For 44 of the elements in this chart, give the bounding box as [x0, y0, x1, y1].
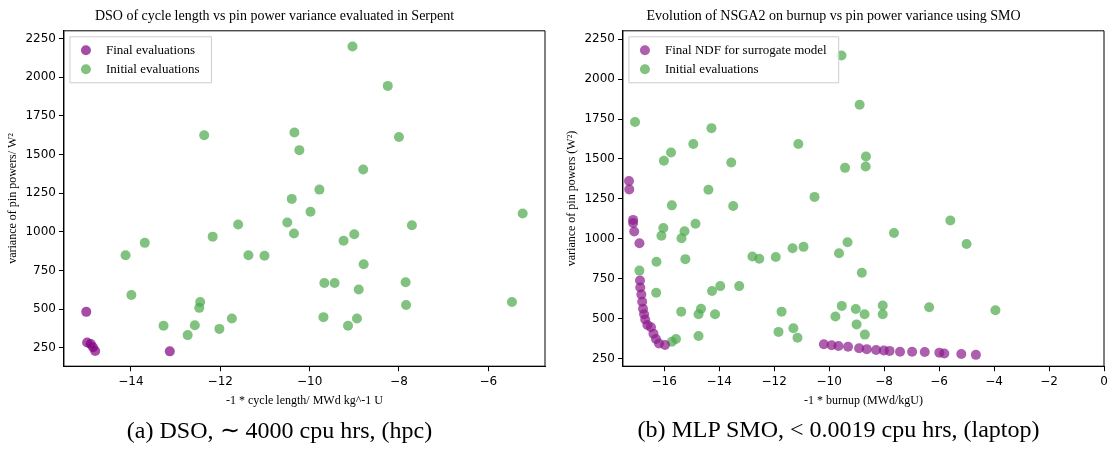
chart-title: DSO of cycle length vs pin power variance evaluated in Serpent — [94, 8, 455, 24]
y-tick-label: 250 — [592, 350, 615, 365]
x-axis-title: -1 * cycle length/ MWd kg^-1 U — [226, 392, 384, 407]
x-tick-label: −10 — [816, 373, 842, 388]
y-tick-label: 500 — [33, 301, 56, 316]
y-tick-label: 2250 — [584, 31, 615, 46]
y-tick-label: 1500 — [584, 151, 615, 166]
text: (b) MLP SMO, < 0.0019 cpu hrs, (laptop) — [636, 416, 1041, 443]
y-tick-label: 1750 — [584, 111, 615, 126]
y-tick-label: 1000 — [584, 230, 615, 245]
x-tick-label: 0 — [1100, 373, 1108, 388]
x-tick-label: −10 — [296, 373, 323, 388]
y-tick-label: 1250 — [25, 185, 56, 200]
y-tick-label: 1250 — [584, 190, 615, 205]
y-tick-label: 1000 — [25, 223, 56, 238]
y-tick-label: 2250 — [25, 30, 56, 45]
chart-title: Evolution of NSGA2 on burnup vs pin power variance using SMO — [646, 8, 1021, 24]
x-tick-label: −8 — [390, 373, 408, 388]
y-axis-title: variance of pin powers/ W² — [5, 132, 20, 264]
x-tick-label: −14 — [118, 373, 144, 388]
y-tick-label: 1500 — [25, 146, 56, 161]
x-tick-label: −14 — [706, 373, 732, 388]
x-axis-title: -1 * burnup (MWd/kgU) — [803, 392, 923, 407]
x-tick-label: −16 — [651, 373, 677, 388]
text: (a) DSO, ∼ 4000 cpu hrs, (hpc) — [125, 416, 434, 444]
x-tick-label: −6 — [930, 373, 948, 388]
y-tick-label: 750 — [592, 270, 615, 285]
y-tick-label: 2000 — [25, 69, 56, 84]
legend-label: Final evaluations — [105, 41, 196, 57]
legend-label: Initial evaluations — [664, 60, 759, 76]
x-tick-label: −12 — [207, 373, 233, 388]
x-tick-label: −2 — [1040, 373, 1058, 388]
y-tick-label: 250 — [33, 340, 56, 355]
y-tick-label: 2000 — [584, 71, 615, 86]
legend-label: Final NDF for surrogate model — [664, 41, 828, 57]
y-tick-label: 500 — [592, 310, 615, 325]
y-tick-label: 1750 — [25, 107, 56, 122]
x-tick-label: −8 — [875, 373, 893, 388]
y-axis-title: variance of pin powers (W²) — [564, 130, 579, 267]
x-tick-label: −6 — [479, 373, 498, 388]
x-tick-label: −12 — [761, 373, 787, 388]
legend-label: Initial evaluations — [105, 60, 200, 76]
y-tick-label: 750 — [33, 262, 56, 277]
x-tick-label: −4 — [985, 373, 1003, 388]
